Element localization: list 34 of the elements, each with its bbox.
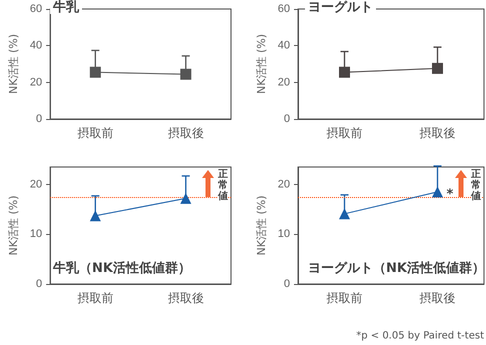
x-tick-label: 摂取前	[326, 291, 362, 305]
ref-line-label: 正常値	[217, 169, 228, 202]
y-axis-title: NK活性 (%)	[7, 34, 20, 94]
x-tick-label: 摂取後	[168, 126, 204, 140]
y-tick-label: 60	[278, 3, 290, 15]
x-tick-label: 摂取後	[420, 126, 456, 140]
x-tick-label: 摂取前	[326, 126, 362, 140]
y-tick-label: 0	[284, 278, 290, 290]
y-tick-label: 20	[30, 178, 42, 190]
x-tick-label: 摂取前	[77, 291, 114, 305]
x-tick-label: 摂取後	[168, 291, 204, 305]
y-tick-label: 0	[36, 113, 42, 125]
y-axis-title: NK活性 (%)	[254, 196, 268, 256]
chart-title: ヨーグルト	[308, 0, 373, 15]
y-axis-title: NK活性 (%)	[254, 34, 268, 94]
y-tick-label: 20	[278, 76, 290, 88]
y-tick-label: 40	[278, 40, 290, 52]
y-tick-label: 40	[30, 40, 42, 52]
text: ヨーグルト（NK活性低値群）	[308, 261, 485, 276]
y-tick-label: 10	[30, 228, 42, 240]
y-tick-label: 20	[30, 76, 42, 88]
y-tick-label: 60	[30, 3, 42, 15]
y-axis-title: NK活性 (%)	[7, 196, 20, 256]
y-tick-label: 0	[284, 113, 290, 125]
y-tick-label: 0	[36, 278, 42, 290]
chart-title: 牛乳	[52, 0, 80, 15]
text: *p < 0.05 by Paired t-test	[356, 330, 484, 342]
text: 牛乳（NK活性低値群）	[52, 260, 191, 276]
x-tick-label: 摂取前	[77, 126, 114, 140]
y-tick-label: 20	[278, 178, 290, 190]
y-tick-label: 10	[278, 228, 290, 240]
annotation: *	[446, 186, 454, 202]
ref-line-label: 正常値	[470, 169, 481, 202]
x-tick-label: 摂取後	[420, 291, 456, 305]
